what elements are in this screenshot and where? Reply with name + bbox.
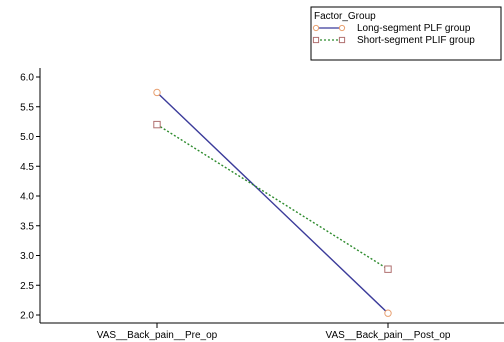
legend-marker	[312, 24, 320, 32]
x-tick-label: VAS__Back_pain__Post_op	[326, 330, 451, 341]
y-tick-label: 3.5	[20, 221, 34, 232]
series-line	[156, 91, 389, 314]
series-1	[153, 88, 392, 317]
y-tick-label: 3.0	[20, 251, 34, 262]
series-2	[153, 120, 392, 273]
legend-entry: Short-segment PLIF group	[312, 35, 475, 46]
legend-marker	[338, 36, 346, 44]
y-tick-label: 4.5	[20, 162, 34, 173]
data-point	[153, 88, 161, 97]
y-tick-label: 5.5	[20, 102, 34, 113]
axes: 2.0 2.5 3.0 3.5 4.0 4.5 5.0 5.5 6.0 VAS__Back_pa…	[20, 68, 504, 341]
plot-area	[153, 88, 392, 317]
y-tick-label: 6.0	[20, 73, 34, 84]
x-tick-label: VAS__Back_pain__Pre_op	[97, 330, 218, 341]
y-tick-label: 2.0	[20, 311, 34, 322]
y-tick-label: 4.0	[20, 192, 34, 203]
x-ticks: VAS__Back_pain__Pre_op VAS__Back_pain__Po…	[97, 323, 451, 341]
y-tick-label: 2.5	[20, 281, 34, 292]
legend: Factor_Group Long-segment PLF groupShort…	[310, 6, 502, 61]
data-point	[384, 309, 392, 317]
legend-marker	[338, 24, 346, 32]
legend-title: Factor_Group	[314, 11, 376, 22]
legend-label: Short-segment PLIF group	[357, 35, 475, 46]
data-point	[153, 120, 161, 129]
legend-entry: Long-segment PLF group	[312, 23, 471, 34]
y-tick-label: 5.0	[20, 132, 34, 143]
data-point	[384, 265, 392, 273]
y-ticks: 2.0 2.5 3.0 3.5 4.0 4.5 5.0 5.5 6.0	[20, 73, 40, 322]
series-line	[156, 124, 389, 270]
legend-marker	[312, 36, 320, 44]
legend-label: Long-segment PLF group	[357, 23, 471, 34]
legend-box	[310, 6, 502, 61]
